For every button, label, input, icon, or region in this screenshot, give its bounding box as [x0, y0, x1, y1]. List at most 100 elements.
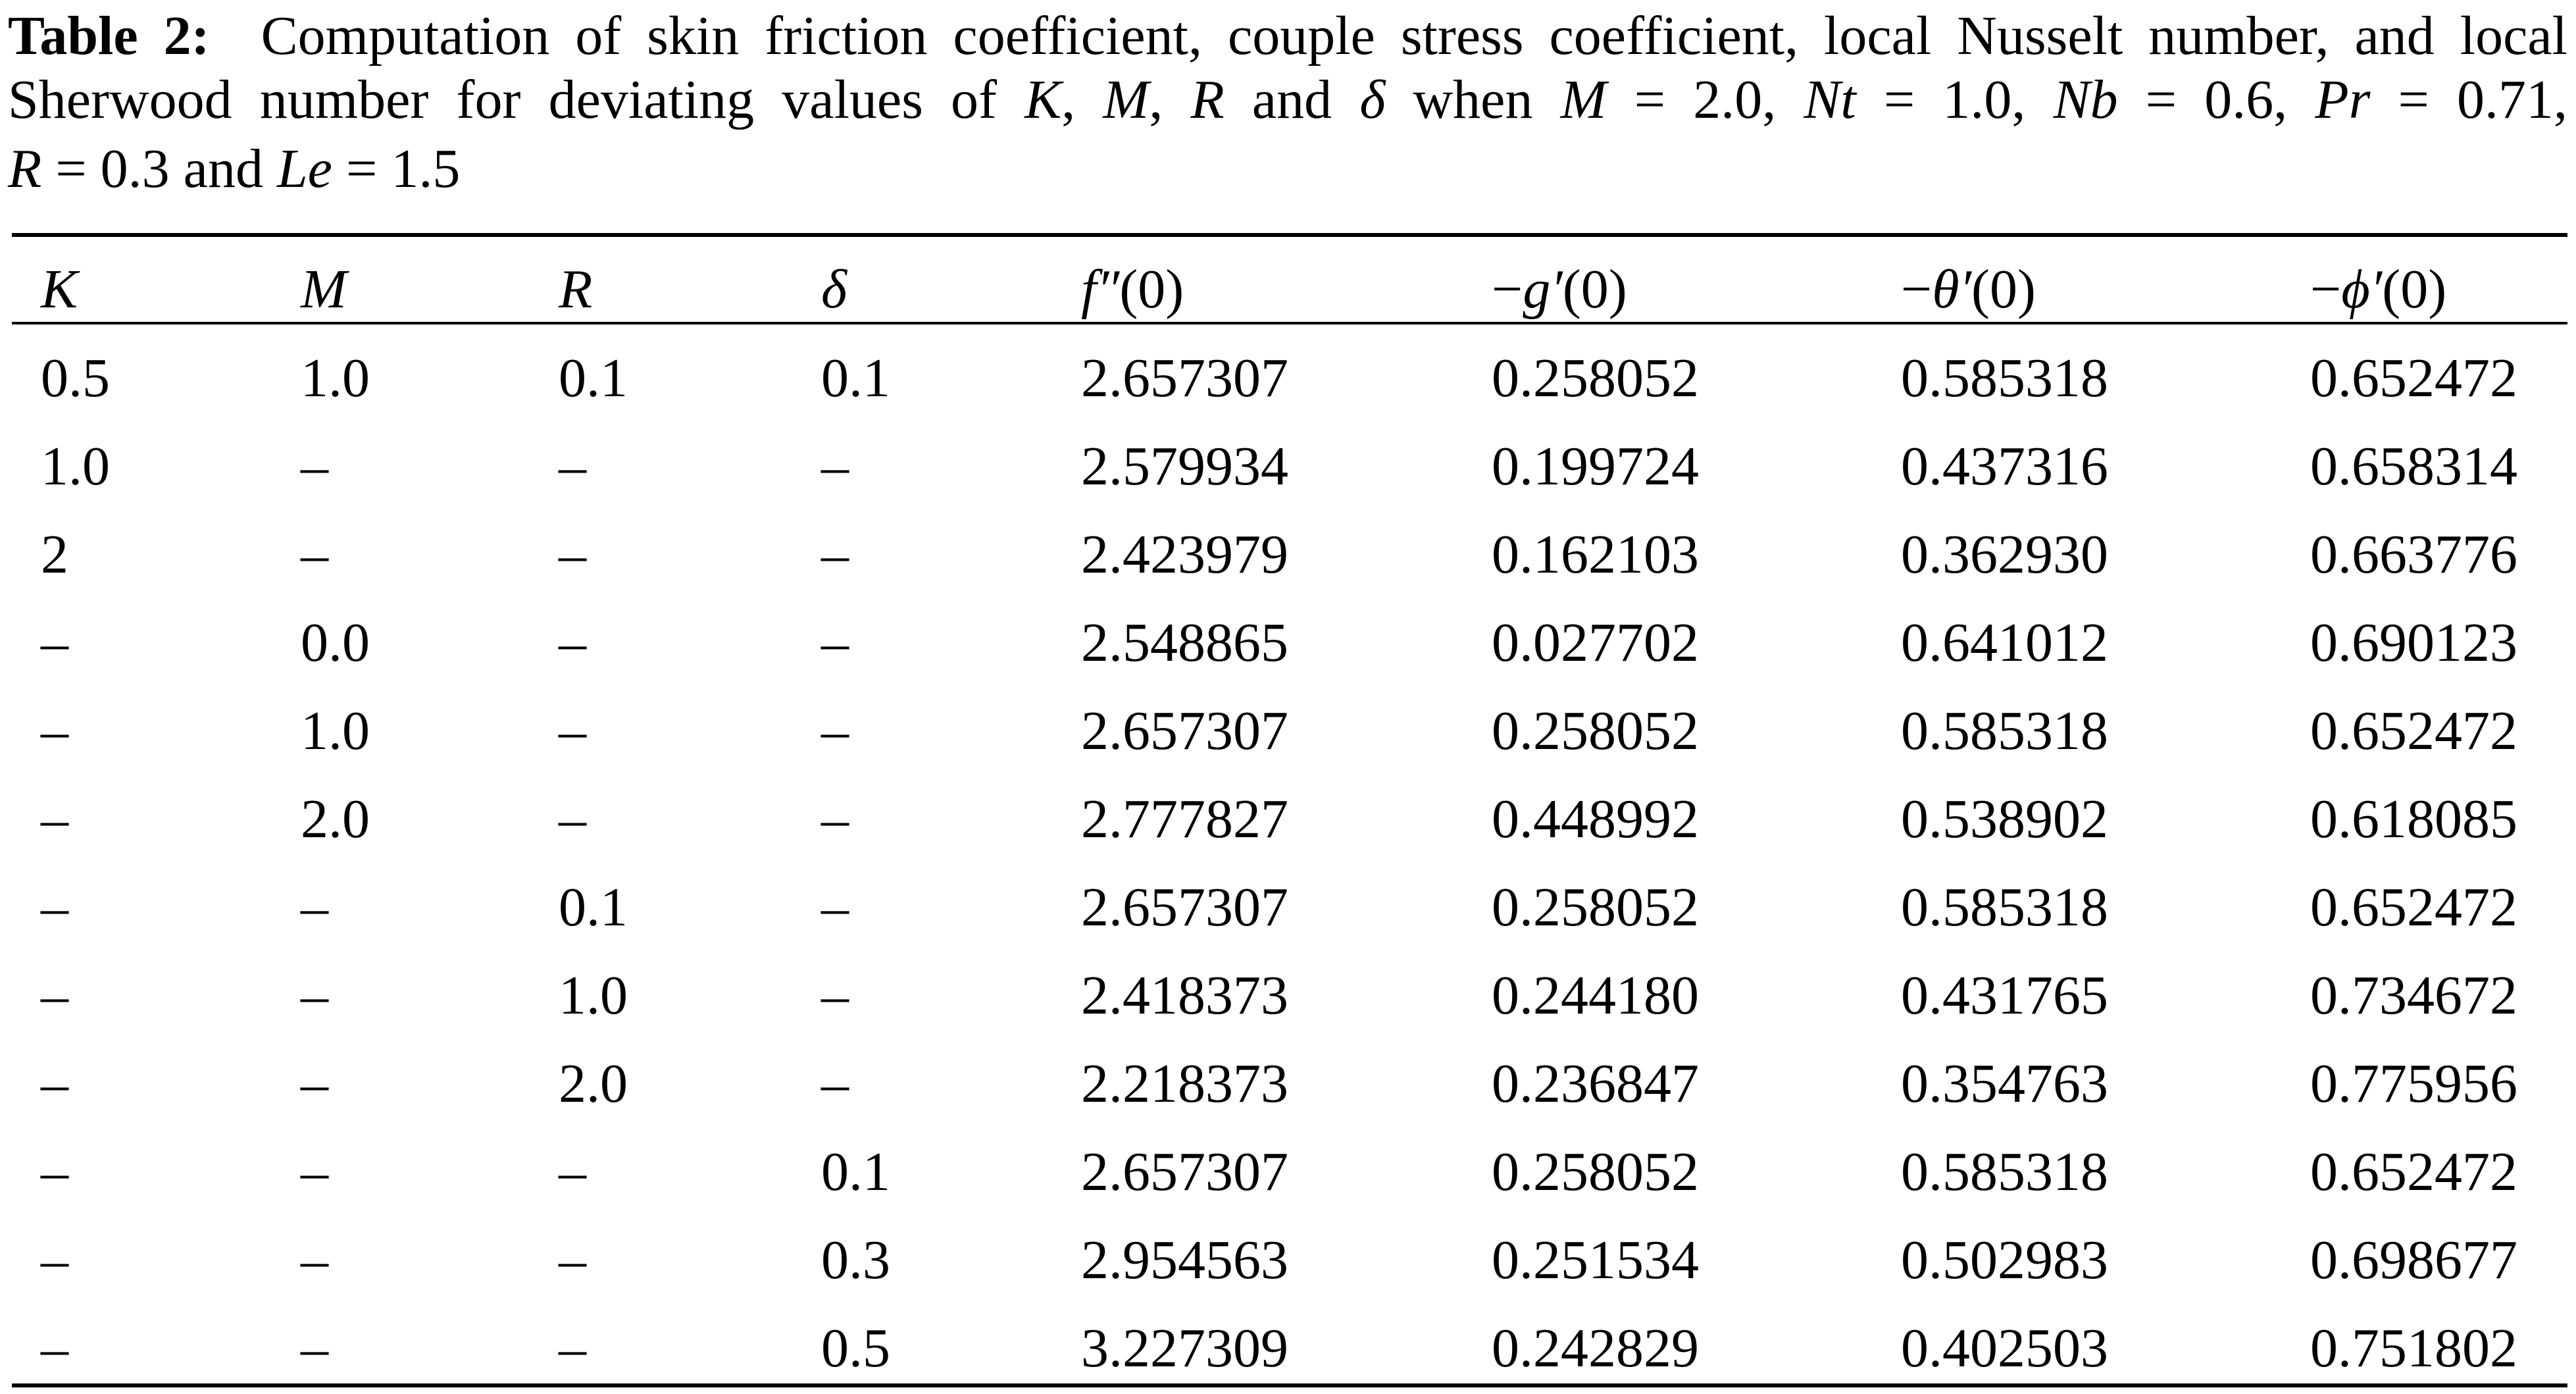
table-cell: – [41, 612, 68, 673]
header-sym: θ′ [1932, 259, 1972, 320]
caption-symbol: K [1024, 69, 1062, 130]
table-cell: 0.354763 [1901, 1053, 2108, 1114]
table-cell: 0.448992 [1492, 788, 1699, 850]
caption-line-2: Sherwood number for deviating values of … [8, 67, 2567, 133]
table-cell: 0.538902 [1901, 788, 2108, 850]
table-cell: – [559, 524, 586, 585]
table-cell: 0.652472 [2310, 348, 2517, 409]
column-header: K [41, 245, 78, 334]
caption-text: , [1149, 69, 1191, 130]
caption-symbol: R [1190, 69, 1225, 130]
table-cell: – [41, 965, 68, 1026]
header-post: (0) [1971, 259, 2036, 320]
table-cell: – [821, 965, 849, 1026]
table-cell: 0.362930 [1901, 524, 2108, 585]
table-cell: – [41, 1053, 68, 1114]
table-cell: – [559, 700, 586, 762]
table-cell: 2.423979 [1081, 524, 1288, 585]
table-cell: 0.258052 [1492, 700, 1699, 762]
header-pre: − [1901, 259, 1932, 320]
caption-text: , [1061, 69, 1103, 130]
table-cell: – [559, 1318, 586, 1379]
table-cell: 1.0 [41, 436, 110, 497]
table-row: – – – 0.1 2.657307 0.258052 0.585318 0.652472 [0, 1128, 2576, 1216]
table-cell: 0.775956 [2310, 1053, 2517, 1114]
header-sym: δ [821, 259, 847, 320]
table-row: – 0.0 – – 2.548865 0.027702 0.641012 0.690123 [0, 599, 2576, 687]
column-header: R [559, 245, 592, 334]
caption-text: = 0.3 and [41, 138, 277, 199]
table-cell: 2.418373 [1081, 965, 1288, 1026]
table-cell: 0.618085 [2310, 788, 2517, 850]
table-cell: 0.585318 [1901, 1141, 2108, 1202]
table-cell: 2.954563 [1081, 1229, 1288, 1291]
table-cell: 2.579934 [1081, 436, 1288, 497]
table-cell: 0.698677 [2310, 1229, 2517, 1291]
table-cell: 0.652472 [2310, 877, 2517, 938]
header-sym: R [559, 259, 593, 320]
caption-symbol: M [1560, 69, 1607, 130]
column-header: −ϕ′(0) [2310, 245, 2446, 334]
header-post: (0) [1119, 259, 1184, 320]
table-cell: 0.663776 [2310, 524, 2517, 585]
table-cell: 2.657307 [1081, 877, 1288, 938]
table-cell: 0.0 [301, 612, 370, 673]
table-cell: 0.641012 [1901, 612, 2108, 673]
table-cell: – [301, 965, 328, 1026]
header-sym: f″ [1081, 259, 1120, 320]
table-cell: – [301, 1053, 328, 1114]
table-row: 2 – – – 2.423979 0.162103 0.362930 0.663776 [0, 511, 2576, 599]
column-header: M [301, 245, 347, 334]
table-row: – 1.0 – – 2.657307 0.258052 0.585318 0.652472 [0, 687, 2576, 775]
table-cell: – [559, 788, 586, 850]
table-cell: 1.0 [301, 700, 370, 762]
caption-label: Table 2: [8, 5, 210, 66]
caption-line-1: Table 2: Computation of skin friction co… [8, 3, 2567, 69]
table-cell: 2.0 [559, 1053, 628, 1114]
column-header: −θ′(0) [1901, 245, 2036, 334]
table-cell: 0.402503 [1901, 1318, 2108, 1379]
table-cell: – [559, 1229, 586, 1291]
table-cell: 0.690123 [2310, 612, 2517, 673]
table-cell: – [559, 1141, 586, 1202]
table-cell: 0.258052 [1492, 1141, 1699, 1202]
table-cell: – [301, 1318, 328, 1379]
table-cell: – [301, 436, 328, 497]
table-bottom-rule [12, 1383, 2567, 1387]
table-cell: 0.027702 [1492, 612, 1699, 673]
table-cell: – [559, 612, 586, 673]
header-sym: g′ [1523, 259, 1563, 320]
table-cell: – [301, 877, 328, 938]
table-cell: 0.5 [821, 1318, 890, 1379]
table-cell: 1.0 [559, 965, 628, 1026]
table-cell: 0.431765 [1901, 965, 2108, 1026]
table-cell: 2.218373 [1081, 1053, 1288, 1114]
caption-symbol: Pr [2315, 69, 2371, 130]
table-cell: – [559, 436, 586, 497]
table-cell: 0.502983 [1901, 1229, 2108, 1291]
table-cell: 0.585318 [1901, 877, 2108, 938]
table-cell: 0.236847 [1492, 1053, 1699, 1114]
caption-symbol: Nb [2053, 69, 2118, 130]
table-cell: – [821, 436, 849, 497]
caption-symbol: M [1103, 69, 1149, 130]
table-row: – – – 0.5 3.227309 0.242829 0.402503 0.751802 [0, 1304, 2576, 1393]
column-header: δ [821, 245, 847, 334]
table-cell: – [301, 1229, 328, 1291]
table-row: – – 1.0 – 2.418373 0.244180 0.431765 0.734672 [0, 952, 2576, 1040]
table-cell: – [821, 877, 849, 938]
table-cell: – [821, 788, 849, 850]
table-cell: 2.657307 [1081, 348, 1288, 409]
table-cell: – [41, 700, 68, 762]
caption-text: = 1.0, [1856, 69, 2054, 130]
table-cell: 0.585318 [1901, 700, 2108, 762]
table-cell: 0.244180 [1492, 965, 1699, 1026]
table-cell: 0.5 [41, 348, 110, 409]
column-header: f″(0) [1081, 245, 1184, 334]
table-cell: 0.199724 [1492, 436, 1699, 497]
table-cell: – [41, 1318, 68, 1379]
table-cell: 0.1 [821, 1141, 890, 1202]
table-cell: 0.1 [559, 877, 628, 938]
table-cell: 2.548865 [1081, 612, 1288, 673]
header-sym: M [301, 259, 347, 320]
